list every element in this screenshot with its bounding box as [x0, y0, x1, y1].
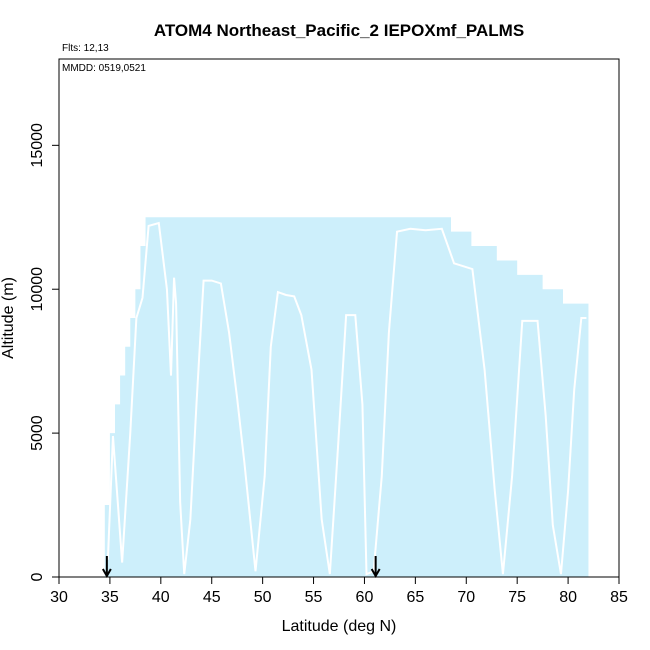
x-tick-label: 55 [305, 589, 323, 606]
flight-track [106, 221, 587, 576]
x-tick-label: 50 [254, 589, 272, 606]
y-tick-label: 0 [29, 572, 46, 581]
x-tick-label: 65 [406, 589, 424, 606]
x-axis: 30 35 40 45 50 55 60 65 70 75 80 85 [50, 576, 628, 606]
x-tick-label: 45 [203, 589, 221, 606]
x-tick-label: 40 [152, 589, 170, 606]
y-tick-label: 15000 [29, 123, 46, 168]
arrow-marker [370, 556, 381, 579]
date-note: MMDD: 0519,0521 [62, 63, 146, 74]
chart-title: ATOM4 Northeast_Pacific_2 IEPOXmf_PALMS [154, 21, 524, 40]
arrow-marker [101, 556, 112, 579]
x-tick-label: 80 [559, 589, 577, 606]
flights-note: Flts: 12,13 [62, 43, 109, 54]
y-axis: 0 5000 10000 15000 [29, 123, 60, 581]
x-tick-label: 75 [508, 589, 526, 606]
x-tick-label: 35 [101, 589, 119, 606]
x-axis-label: Latitude (deg N) [282, 618, 397, 635]
y-tick-label: 10000 [29, 267, 46, 312]
arrow-markers [101, 556, 381, 579]
x-tick-label: 70 [457, 589, 475, 606]
x-tick-label: 85 [610, 589, 628, 606]
plot-content [101, 217, 589, 579]
x-tick-label: 30 [50, 589, 68, 606]
y-tick-label: 5000 [29, 415, 46, 451]
x-tick-label: 60 [356, 589, 374, 606]
y-axis-label: Altitude (m) [0, 277, 17, 359]
